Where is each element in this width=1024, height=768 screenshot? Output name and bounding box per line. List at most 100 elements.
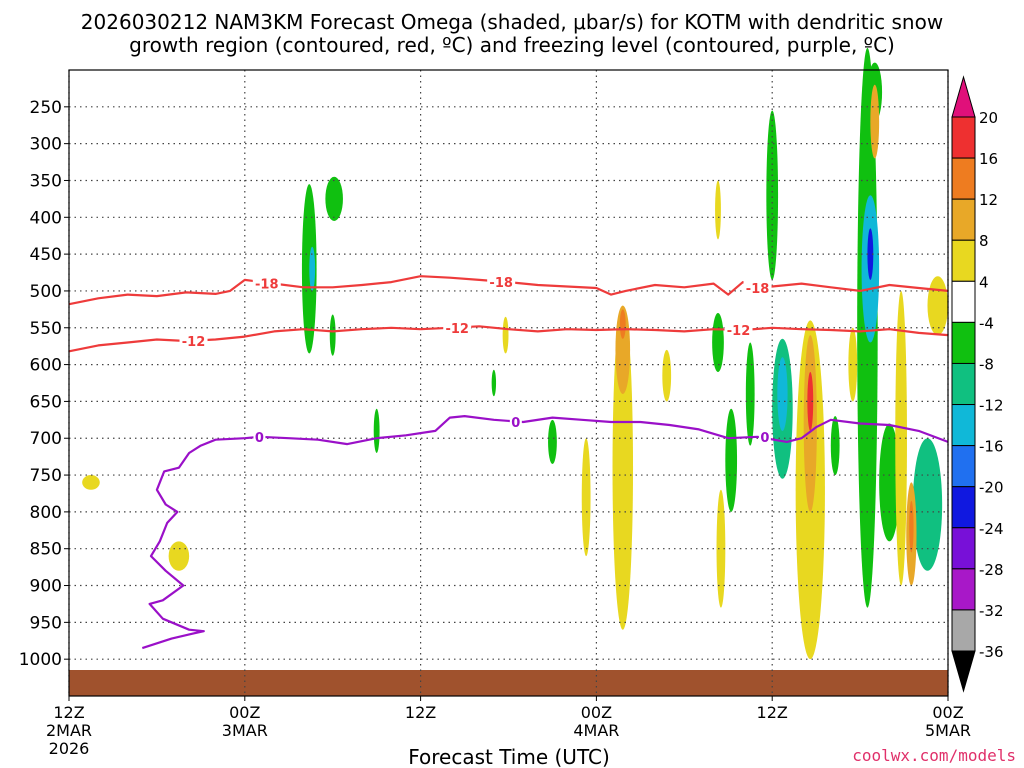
colorbar-label-0: 20 xyxy=(979,109,998,127)
contour-label-bg-0-0 xyxy=(252,275,281,291)
y-tick-label-900: 900 xyxy=(30,577,62,597)
omega-cell-2 xyxy=(325,176,343,221)
contour-label-2-1: 0 xyxy=(511,416,520,431)
omega-cell-27 xyxy=(715,180,721,240)
contour-label-bg-1-0 xyxy=(179,333,208,349)
omega-cell-26 xyxy=(662,349,672,402)
y-tick-label-800: 800 xyxy=(30,503,62,523)
omega-cell-39 xyxy=(168,541,190,571)
omega-cell-9 xyxy=(745,342,755,446)
y-tick-label-300: 300 xyxy=(30,135,62,155)
colorbar-box-3 xyxy=(951,198,976,241)
plot-frame xyxy=(68,69,949,697)
colorbar-label-1: 16 xyxy=(979,150,998,168)
y-tick-label-400: 400 xyxy=(30,208,62,228)
contour-label-bg-2-1 xyxy=(509,414,522,430)
contour-label-2-0: 0 xyxy=(255,431,264,446)
colorbar-top-triangle xyxy=(951,75,976,118)
omega-cell-37 xyxy=(927,276,948,336)
omega-cell-5 xyxy=(491,369,497,397)
omega-cell-32 xyxy=(848,327,858,402)
omega-cell-25 xyxy=(619,309,626,339)
y-tick-label-500: 500 xyxy=(30,282,62,302)
colorbar-label-13: -36 xyxy=(979,643,1004,661)
omega-cell-33 xyxy=(870,84,880,159)
chart-title-line2: growth region (contoured, red, ºC) and f… xyxy=(129,33,895,57)
omega-cell-21 xyxy=(502,316,509,354)
y-tick-label-700: 700 xyxy=(30,429,62,449)
x-tick-year-0: 2026 xyxy=(49,739,90,758)
omega-cell-34 xyxy=(895,290,907,586)
contour-label-0-1: -18 xyxy=(489,276,513,291)
y-tick-label-550: 550 xyxy=(30,319,62,339)
colorbar-box-10 xyxy=(951,486,976,529)
contour-label-bg-2-2 xyxy=(758,428,771,444)
x-axis-label: Forecast Time (UTC) xyxy=(408,745,610,768)
omega-cell-38 xyxy=(82,475,100,490)
colorbar: 20 16 12 8 4 -4 -8 -12 -16 -20 -24 -28 -32 -36 xyxy=(951,75,1004,693)
x-tick-label-2: 12Z xyxy=(405,703,436,722)
colorbar-box-5 xyxy=(951,280,976,323)
contour-line-1 xyxy=(68,325,949,353)
contour-label-bg-0-1 xyxy=(487,274,516,290)
colorbar-label-10: -24 xyxy=(979,520,1004,538)
colorbar-box-8 xyxy=(951,404,976,447)
colorbar-box-12 xyxy=(951,568,976,611)
chart-title-line1: 2026030212 NAM3KM Forecast Omega (shaded… xyxy=(81,10,943,34)
contour-label-1-0: -12 xyxy=(182,335,206,350)
omega-cell-3 xyxy=(329,314,336,356)
colorbar-label-5: -4 xyxy=(979,314,994,332)
y-tick-label-1000: 1000 xyxy=(19,650,62,670)
x-tick-date-1: 3MAR xyxy=(222,721,268,740)
omega-cell-14 xyxy=(830,416,840,476)
omega-cell-12 xyxy=(777,357,788,431)
contour-label-bg-2-0 xyxy=(253,428,266,444)
x-tick-label-3: 00Z xyxy=(581,703,612,722)
y-tick-label-250: 250 xyxy=(30,98,62,118)
omega-cell-17 xyxy=(867,228,874,280)
y-tick-label-600: 600 xyxy=(30,356,62,376)
omega-cell-4 xyxy=(373,408,380,453)
x-tick-label-1: 00Z xyxy=(229,703,260,722)
colorbar-label-7: -12 xyxy=(979,397,1004,415)
contour-label-bg-1-1 xyxy=(443,319,472,335)
contour-line-0 xyxy=(68,275,949,306)
x-tick-date-5: 5MAR xyxy=(925,721,971,740)
omega-shading xyxy=(82,47,948,660)
contour-label-bg-0-2 xyxy=(743,279,772,295)
y-tick-label-450: 450 xyxy=(30,245,62,265)
y-tick-label-950: 950 xyxy=(30,613,62,633)
colorbar-label-12: -32 xyxy=(979,602,1004,620)
contour-label-0-0: -18 xyxy=(255,278,279,293)
colorbar-box-7 xyxy=(951,362,976,406)
omega-cell-1 xyxy=(309,246,316,291)
colorbar-box-2 xyxy=(951,157,976,200)
colorbar-box-9 xyxy=(951,445,976,488)
colorbar-label-2: 12 xyxy=(979,191,998,209)
omega-cell-22 xyxy=(581,438,591,557)
contour-lines: -18 -18 -18 -12 -12 -12 0 0 0 xyxy=(68,274,949,650)
contour-label-1-1: -12 xyxy=(445,322,469,337)
x-tick-label-5: 00Z xyxy=(932,703,963,722)
contour-label-bg-1-2 xyxy=(724,321,753,337)
colorbar-box-4 xyxy=(951,239,976,282)
colorbar-label-8: -16 xyxy=(979,438,1004,456)
ground-fill xyxy=(69,670,948,696)
x-tick-label-4: 12Z xyxy=(757,703,788,722)
contour-label-0-2: -18 xyxy=(746,282,770,297)
colorbar-box-11 xyxy=(951,527,976,570)
colorbar-label-3: 8 xyxy=(979,232,989,250)
omega-cell-7 xyxy=(712,313,724,372)
x-tick-label-0: 12Z xyxy=(53,703,84,722)
credit-text: coolwx.com/models xyxy=(852,746,1016,765)
contour-label-1-2: -12 xyxy=(727,324,751,339)
x-tick-date-3: 4MAR xyxy=(573,721,619,740)
colorbar-box-6 xyxy=(951,321,976,364)
omega-cell-20 xyxy=(912,438,943,571)
colorbar-box-1 xyxy=(951,116,976,159)
omega-cell-10 xyxy=(766,110,779,280)
y-tick-label-650: 650 xyxy=(30,392,62,412)
omega-cell-28 xyxy=(716,489,726,608)
omega-cell-36 xyxy=(909,500,914,553)
